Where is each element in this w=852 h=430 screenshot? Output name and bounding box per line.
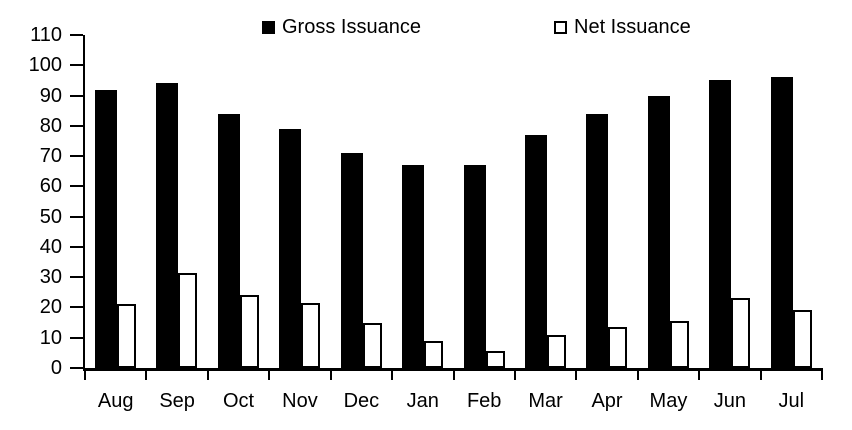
x-axis-label-jun: Jun: [713, 390, 746, 412]
bar-gross-issuance-jul: [770, 77, 793, 368]
bar-gross-issuance-apr: [586, 113, 609, 368]
legend-item-gross-issuance: Gross Issuance: [262, 16, 421, 38]
bar-gross-issuance-may: [647, 95, 670, 368]
x-axis-label-oct: Oct: [222, 390, 255, 412]
y-tick-label-0: 0: [50, 357, 62, 379]
legend-label-net-issuance: Net Issuance: [574, 16, 691, 38]
x-axis-label-may: May: [649, 390, 688, 412]
bar-gross-issuance-feb: [463, 165, 486, 368]
y-tick-100: [70, 64, 83, 67]
y-axis-line: [83, 35, 85, 368]
x-axis-label-apr: Apr: [591, 390, 623, 412]
y-tick-label-110: 110: [30, 24, 62, 46]
x-tick-0: [84, 368, 86, 380]
x-tick-2: [206, 368, 209, 380]
y-tick-110: [70, 34, 83, 36]
bar-net-issuance-mar: [546, 334, 566, 368]
legend-label-gross-issuance: Gross Issuance: [282, 16, 421, 38]
y-tick-label-60: 60: [39, 175, 62, 198]
x-tick-3: [268, 368, 271, 380]
y-tick-label-100: 100: [28, 54, 62, 77]
bar-net-issuance-may: [669, 321, 689, 368]
bar-gross-issuance-oct: [217, 113, 240, 368]
gross-issuance-swatch-icon: [262, 20, 275, 34]
x-axis-label-nov: Nov: [282, 390, 318, 412]
y-tick-10: [70, 336, 83, 339]
x-tick-9: [636, 368, 639, 380]
bar-net-issuance-jul: [792, 310, 812, 368]
y-tick-90: [70, 94, 83, 97]
x-tick-5: [391, 368, 394, 380]
y-tick-label-40: 40: [39, 235, 62, 258]
x-tick-11: [759, 368, 762, 380]
legend-item-net-issuance: Net Issuance: [554, 16, 691, 38]
bar-gross-issuance-mar: [524, 134, 547, 368]
x-tick-1: [145, 368, 148, 380]
bar-net-issuance-nov: [301, 302, 321, 368]
bar-net-issuance-dec: [362, 322, 382, 368]
x-axis-label-jan: Jan: [406, 390, 439, 412]
y-tick-80: [70, 124, 83, 127]
x-tick-4: [329, 368, 332, 380]
x-axis-label-jul: Jul: [778, 390, 805, 412]
y-tick-50: [70, 215, 83, 218]
y-tick-40: [70, 245, 83, 248]
y-tick-label-10: 10: [39, 326, 62, 349]
bar-gross-issuance-jun: [709, 80, 732, 368]
x-tick-7: [513, 368, 516, 380]
x-axis-label-sep: Sep: [159, 390, 195, 412]
y-tick-70: [70, 155, 83, 158]
x-axis-label-aug: Aug: [97, 390, 134, 412]
bar-gross-issuance-dec: [340, 153, 363, 368]
y-tick-0: [70, 367, 83, 369]
x-tick-10: [698, 368, 701, 380]
bar-net-issuance-sep: [178, 272, 198, 368]
y-tick-60: [70, 185, 83, 188]
x-axis-label-mar: Mar: [528, 390, 563, 412]
x-axis-label-feb: Feb: [466, 390, 502, 412]
y-tick-label-90: 90: [39, 84, 62, 107]
bar-net-issuance-jun: [731, 298, 751, 368]
bar-gross-issuance-jan: [402, 165, 425, 368]
bar-gross-issuance-sep: [156, 83, 179, 368]
bar-net-issuance-aug: [117, 304, 136, 368]
y-tick-label-30: 30: [39, 266, 62, 289]
bar-net-issuance-jan: [424, 340, 444, 368]
plot-area: 0 10 20 30 40 50 60 70 80 90 100 110 Aug Sep Oct Nov De…: [29, 24, 823, 412]
bar-net-issuance-feb: [485, 351, 505, 368]
y-tick-30: [70, 276, 83, 279]
x-tick-6: [452, 368, 455, 380]
bar-net-issuance-apr: [608, 327, 628, 368]
y-tick-20: [70, 306, 83, 309]
y-tick-label-80: 80: [39, 114, 62, 137]
bar-gross-issuance-nov: [279, 128, 302, 368]
x-tick-8: [575, 368, 578, 380]
net-issuance-swatch-icon: [554, 20, 567, 34]
bar-gross-issuance-aug: [95, 89, 117, 368]
x-axis-label-dec: Dec: [343, 390, 380, 412]
y-tick-label-70: 70: [39, 145, 62, 168]
bar-net-issuance-oct: [239, 295, 259, 368]
y-tick-label-20: 20: [39, 296, 62, 319]
y-tick-label-50: 50: [39, 205, 62, 228]
x-tick-12: [821, 368, 823, 380]
